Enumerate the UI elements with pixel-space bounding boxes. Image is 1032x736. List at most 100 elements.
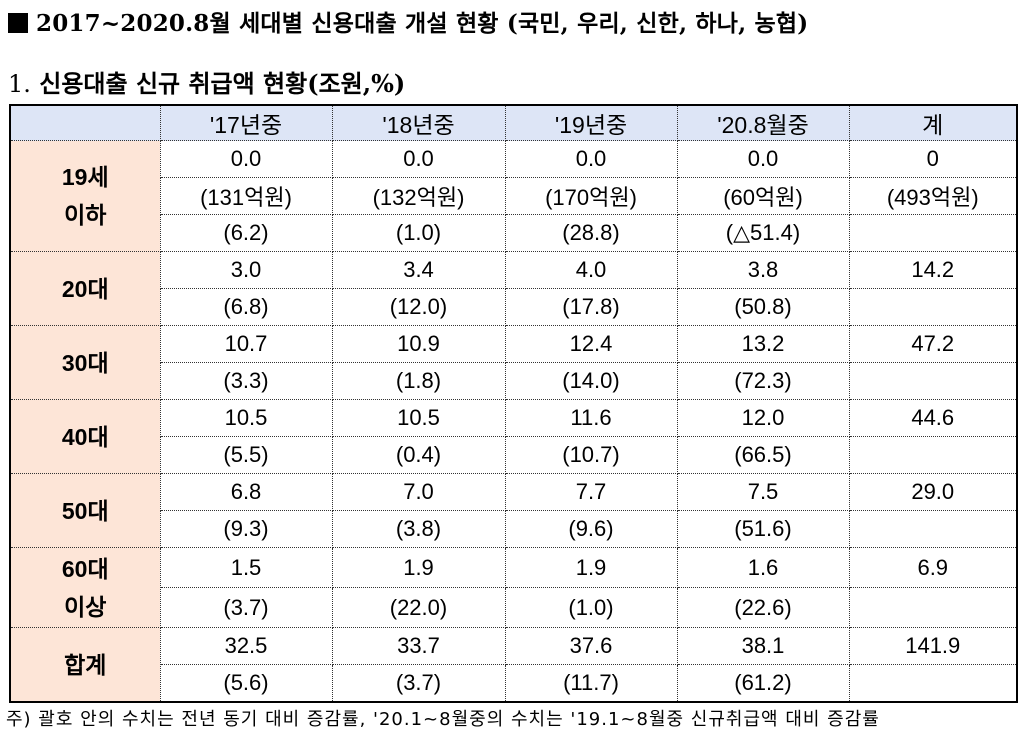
row-label-line: 19세 xyxy=(61,164,109,190)
cell-change: (61.2) xyxy=(676,664,850,703)
cell-change: (0.4) xyxy=(331,436,506,474)
cell-change-total xyxy=(848,288,1018,326)
cell-amount-total: 29.0 xyxy=(848,473,1018,511)
cell-amount: 12.4 xyxy=(504,325,678,363)
cell-amount: 3.8 xyxy=(676,251,850,289)
header-total-label: 계 xyxy=(922,112,944,138)
cell-change: (3.7) xyxy=(331,664,506,703)
table-row: 합계 32.5 33.7 37.6 38.1 141.9 xyxy=(9,627,1018,703)
cell-amount: 10.9 xyxy=(331,325,506,363)
cell-change-total xyxy=(848,664,1018,703)
row-label-30s: 30대 xyxy=(9,325,161,400)
cell-amount-total: 14.2 xyxy=(848,251,1018,289)
header-2019: '19년중 xyxy=(504,104,678,141)
cell-amount: 1.9 xyxy=(331,547,506,588)
cell-amount: 6.8 xyxy=(159,473,333,511)
cell-amount: 1.5 xyxy=(159,547,333,588)
cell-change: (14.0) xyxy=(504,362,678,400)
table-row: 40대 10.5 10.5 11.6 12.0 44.6 xyxy=(9,399,1018,474)
header-2020-label: '20.8월중 xyxy=(717,112,809,138)
cell-change: (9.3) xyxy=(159,510,333,548)
cell-amount: 7.5 xyxy=(676,473,850,511)
row-label-total: 합계 xyxy=(9,627,161,703)
cell-amount: 37.6 xyxy=(504,627,678,665)
cell-amount: 1.9 xyxy=(504,547,678,588)
cell-change-total xyxy=(848,510,1018,548)
header-2017: '17년중 xyxy=(159,104,333,141)
header-corner xyxy=(9,104,161,141)
cell-change: (10.7) xyxy=(504,436,678,474)
cell-amount: 4.0 xyxy=(504,251,678,289)
table-row: (5.5) (0.4) (10.7) (66.5) xyxy=(10,436,1018,474)
cell-change: (3.7) xyxy=(159,587,333,628)
cell-amount: 0.0 xyxy=(676,140,850,178)
row-label-line: 이하 xyxy=(64,202,107,228)
cell-change: (△51.4) xyxy=(676,214,850,252)
section-heading: 1. 신용대출 신규 취급액 현황(조원,%) xyxy=(8,64,405,99)
cell-change: (72.3) xyxy=(676,362,850,400)
row-label-60s-plus: 60대 이상 xyxy=(9,547,161,628)
square-bullet-icon xyxy=(8,13,28,33)
table-row: (3.3) (1.8) (14.0) (72.3) xyxy=(10,362,1018,400)
cell-amount: 0.0 xyxy=(504,140,678,178)
table-row: 50대 6.8 7.0 7.7 7.5 29.0 xyxy=(9,473,1018,548)
cell-change: (22.0) xyxy=(331,587,506,628)
cell-amount-total: 6.9 xyxy=(848,547,1018,588)
cell-amount: 38.1 xyxy=(676,627,850,665)
cell-amount: 32.5 xyxy=(159,627,333,665)
cell-change-total xyxy=(848,362,1018,400)
cell-amount: 13.2 xyxy=(676,325,850,363)
cell-change: (5.6) xyxy=(159,664,333,703)
table-row: (5.6) (3.7) (11.7) (61.2) xyxy=(10,664,1018,703)
table-row: (6.8) (12.0) (17.8) (50.8) xyxy=(10,288,1018,326)
document-heading: 2017~2020.8월 세대별 신용대출 개설 현황 (국민, 우리, 신한,… xyxy=(8,4,808,38)
section-number: 1. xyxy=(8,70,31,98)
cell-amount-total: 47.2 xyxy=(848,325,1018,363)
header-total: 계 xyxy=(848,104,1018,141)
cell-change: (3.8) xyxy=(331,510,506,548)
table-row: (9.3) (3.8) (9.6) (51.6) xyxy=(10,510,1018,548)
cell-change: (22.6) xyxy=(676,587,850,628)
cell-amount: 10.5 xyxy=(331,399,506,437)
cell-amount-total: 141.9 xyxy=(848,627,1018,665)
row-label-40s: 40대 xyxy=(9,399,161,474)
header-2018-label: '18년중 xyxy=(382,112,455,138)
cell-change: (17.8) xyxy=(504,288,678,326)
cell-amount: 10.7 xyxy=(159,325,333,363)
cell-amount: 3.4 xyxy=(331,251,506,289)
cell-change: (5.5) xyxy=(159,436,333,474)
cell-change: (9.6) xyxy=(504,510,678,548)
cell-change: (50.8) xyxy=(676,288,850,326)
cell-amount-krw-total: (493억원) xyxy=(848,177,1018,215)
cell-change: (6.2) xyxy=(159,214,333,252)
cell-change: (1.0) xyxy=(504,587,678,628)
cell-amount-krw: (170억원) xyxy=(504,177,678,215)
cell-change: (51.6) xyxy=(676,510,850,548)
cell-amount: 0.0 xyxy=(331,140,506,178)
cell-change: (12.0) xyxy=(331,288,506,326)
cell-change: (11.7) xyxy=(504,664,678,703)
table-row: 60대 이상 1.5 1.9 1.9 1.6 6.9 xyxy=(9,547,1018,628)
header-2019-label: '19년중 xyxy=(554,112,628,138)
row-label-20s: 20대 xyxy=(9,251,161,326)
cell-change: (6.8) xyxy=(159,288,333,326)
header-2020: '20.8월중 xyxy=(676,104,850,141)
table-row: (6.2) (1.0) (28.8) (△51.4) xyxy=(10,214,1018,252)
cell-change-total xyxy=(848,214,1018,252)
cell-amount: 7.0 xyxy=(331,473,506,511)
cell-amount: 12.0 xyxy=(676,399,850,437)
cell-change: (66.5) xyxy=(676,436,850,474)
cell-amount: 7.7 xyxy=(504,473,678,511)
credit-loan-table: '17년중 '18년중 '19년중 '20.8월중 계 19세 이하 0.0 0… xyxy=(9,104,1018,703)
table-row: (3.7) (22.0) (1.0) (22.6) xyxy=(10,587,1018,628)
cell-change: (3.3) xyxy=(159,362,333,400)
cell-change: (1.8) xyxy=(331,362,506,400)
cell-amount: 1.6 xyxy=(676,547,850,588)
footnote: 주) 괄호 안의 수치는 전년 동기 대비 증감률, '20.1~8월중의 수치… xyxy=(6,709,880,730)
table-header-row: '17년중 '18년중 '19년중 '20.8월중 계 xyxy=(9,104,1018,141)
row-label-50s: 50대 xyxy=(9,473,161,548)
cell-amount-krw: (60억원) xyxy=(676,177,850,215)
table-row: 19세 이하 0.0 0.0 0.0 0.0 0 xyxy=(9,140,1018,252)
table-row: (131억원) (132억원) (170억원) (60억원) (493억원) xyxy=(10,177,1018,215)
table-row: 20대 3.0 3.4 4.0 3.8 14.2 xyxy=(9,251,1018,326)
